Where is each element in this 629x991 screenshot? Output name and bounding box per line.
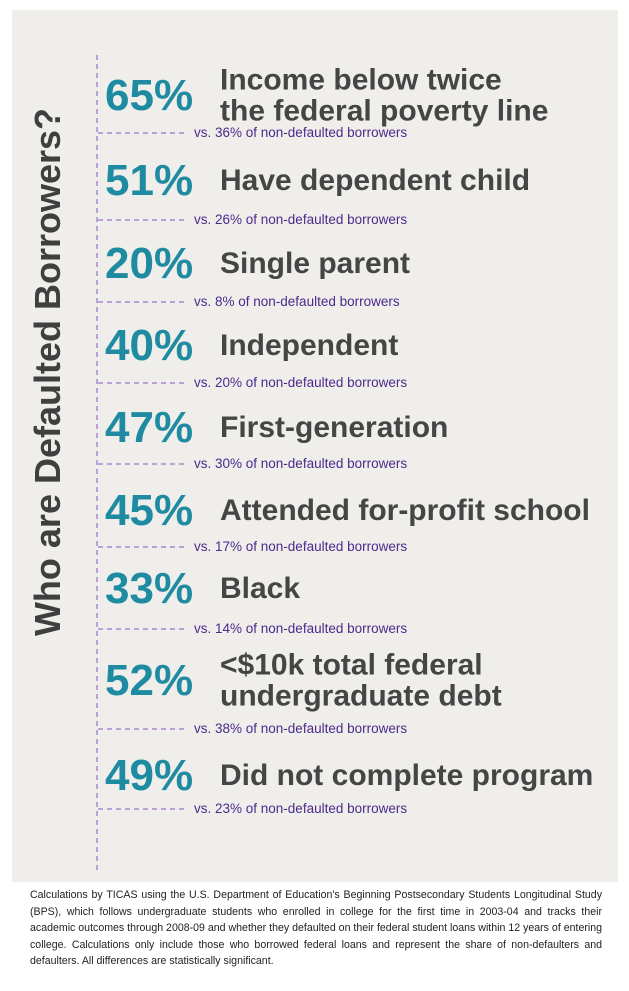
percent: 33% — [105, 564, 193, 613]
panel — [12, 10, 618, 882]
percent: 20% — [105, 239, 193, 288]
label: undergraduate debt — [220, 680, 502, 713]
comparison: vs. 17% of non-defaulted borrowers — [194, 539, 407, 554]
label: Single parent — [220, 247, 410, 280]
comparison: vs. 26% of non-defaulted borrowers — [194, 212, 407, 227]
label: Have dependent child — [220, 164, 530, 197]
comparison: vs. 20% of non-defaulted borrowers — [194, 375, 407, 390]
footnote: Calculations by TICAS using the U.S. Dep… — [30, 889, 602, 967]
label: Income below twice — [220, 64, 502, 97]
label: the federal poverty line — [220, 95, 548, 128]
comparison: vs. 14% of non-defaulted borrowers — [194, 621, 407, 636]
label: Independent — [220, 329, 398, 362]
label: Did not complete program — [220, 759, 593, 792]
comparison: vs. 30% of non-defaulted borrowers — [194, 456, 407, 471]
percent: 40% — [105, 321, 193, 370]
title: Who are Defaulted Borrowers? — [27, 108, 68, 636]
comparison: vs. 23% of non-defaulted borrowers — [194, 801, 407, 816]
percent: 47% — [105, 403, 193, 452]
label: First-generation — [220, 411, 448, 444]
percent: 51% — [105, 156, 193, 205]
comparison: vs. 38% of non-defaulted borrowers — [194, 721, 407, 736]
percent: 65% — [105, 71, 193, 120]
comparison: vs. 36% of non-defaulted borrowers — [194, 125, 407, 140]
percent: 45% — [105, 486, 193, 535]
comparison: vs. 8% of non-defaulted borrowers — [194, 294, 400, 309]
label: Black — [220, 572, 300, 605]
label: <$10k total federal — [220, 649, 483, 682]
percent: 52% — [105, 656, 193, 705]
label: Attended for-profit school — [220, 494, 590, 527]
percent: 49% — [105, 751, 193, 800]
